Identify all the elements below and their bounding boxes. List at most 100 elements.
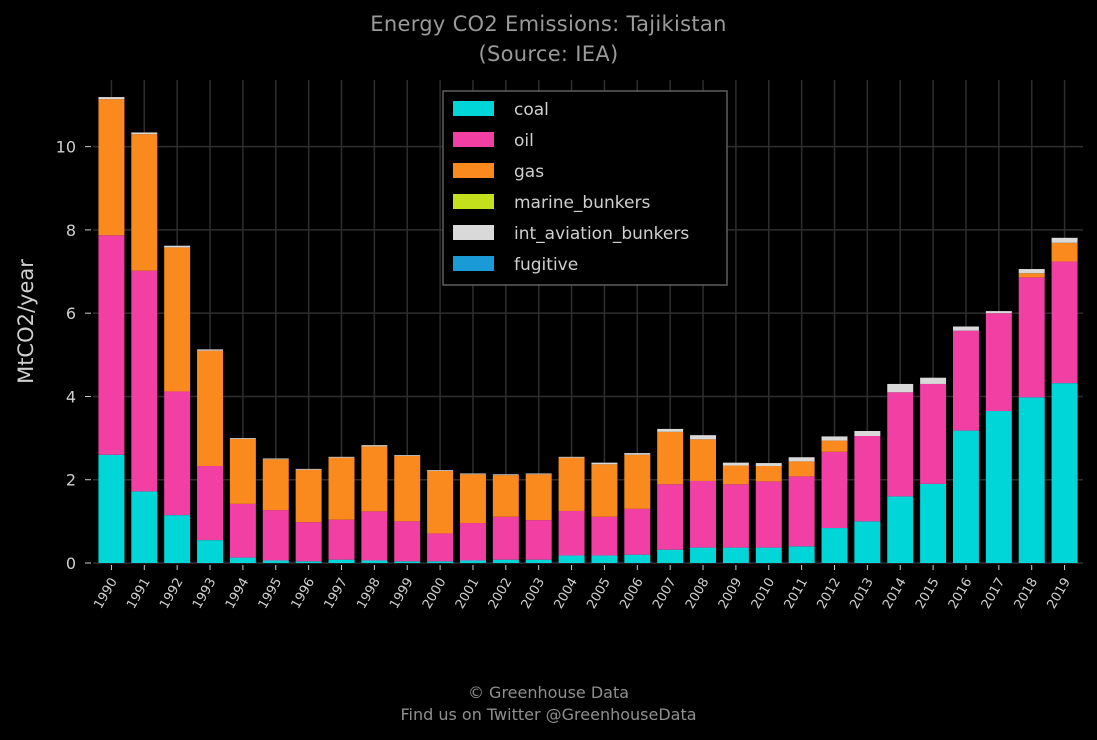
legend-label: oil: [514, 131, 534, 151]
bar-segment-oil: [328, 519, 355, 560]
bar-segment-oil: [131, 270, 158, 492]
bar-segment-gas: [262, 459, 289, 511]
bar-segment-oil: [690, 480, 717, 548]
legend-swatch-marine-bunkers: [453, 194, 494, 209]
legend-swatch-oil: [453, 132, 494, 147]
bar-segment-int-aviation-bunkers: [459, 473, 486, 475]
bar-segment-oil: [624, 508, 651, 555]
bar-segment-int-aviation-bunkers: [952, 326, 979, 331]
y-tick-label: 6: [66, 304, 76, 323]
x-tick-label: 1999: [387, 576, 417, 612]
bar-segment-coal: [98, 454, 125, 563]
bar-segment-coal: [558, 555, 585, 563]
bar-segment-oil: [722, 484, 749, 548]
bar-segment-int-aviation-bunkers: [525, 473, 552, 475]
bar-segment-int-aviation-bunkers: [427, 470, 454, 471]
bar-segment-coal: [657, 549, 684, 563]
bar-segment-int-aviation-bunkers: [755, 463, 782, 466]
bar-segment-coal: [525, 559, 552, 563]
legend-label: coal: [514, 100, 549, 120]
bar-segment-gas: [525, 474, 552, 521]
legend-swatch-int-aviation-bunkers: [453, 225, 494, 240]
x-tick-label: 1994: [223, 576, 253, 612]
x-tick-label: 2008: [683, 576, 713, 612]
bar-segment-int-aviation-bunkers: [920, 377, 947, 384]
bar-segment-coal: [1018, 397, 1045, 563]
bar-segment-oil: [985, 313, 1012, 412]
bar-segment-oil: [164, 391, 191, 516]
legend-label: int_aviation_bunkers: [514, 224, 689, 244]
x-tick-label: 1992: [157, 576, 187, 612]
x-tick-label: 2002: [486, 576, 516, 612]
legend-label: fugitive: [514, 255, 578, 275]
x-tick-label: 2011: [782, 576, 812, 612]
bar-segment-int-aviation-bunkers: [887, 383, 914, 393]
bar-segment-oil: [788, 476, 815, 547]
bar-segment-int-aviation-bunkers: [558, 456, 585, 458]
x-tick-label: 1993: [190, 576, 220, 612]
bar-segment-int-aviation-bunkers: [262, 458, 289, 460]
bar-segment-oil: [755, 481, 782, 548]
x-tick-label: 1997: [321, 576, 351, 612]
bar-segment-int-aviation-bunkers: [492, 474, 519, 476]
bar-segment-oil: [394, 521, 421, 562]
bar-segment-gas: [229, 438, 256, 504]
bar-segment-coal: [295, 561, 322, 563]
y-axis-label: MtCO2/year: [14, 259, 38, 384]
x-tick-label: 2013: [847, 576, 877, 612]
bar-segment-gas: [164, 247, 191, 392]
bar-segment-int-aviation-bunkers: [985, 311, 1012, 314]
bar-segment-int-aviation-bunkers: [98, 97, 125, 100]
y-tick-label: 8: [66, 221, 76, 240]
bar-segment-int-aviation-bunkers: [624, 453, 651, 455]
legend-label: gas: [514, 162, 544, 182]
legend-swatch-coal: [453, 101, 494, 116]
bar-segment-gas: [1018, 273, 1045, 278]
bar-segment-int-aviation-bunkers: [854, 431, 881, 437]
bar-segment-coal: [131, 491, 158, 563]
x-tick-label: 2010: [749, 576, 779, 612]
bar-segment-gas: [295, 469, 322, 523]
x-tick-label: 2019: [1044, 576, 1074, 612]
bar-segment-gas: [427, 470, 454, 534]
bar-segment-oil: [98, 235, 125, 455]
credit-line-2: Find us on Twitter @GreenhouseData: [400, 705, 697, 724]
bar-segment-int-aviation-bunkers: [1051, 237, 1078, 243]
bar-segment-int-aviation-bunkers: [657, 428, 684, 432]
x-tick-label: 1996: [289, 576, 319, 612]
x-tick-label: 2007: [650, 576, 680, 612]
bar-segment-gas: [197, 350, 224, 466]
x-tick-label: 2004: [551, 576, 581, 612]
bar-segment-oil: [657, 484, 684, 550]
bar-segment-coal: [1051, 383, 1078, 563]
bar-segment-oil: [361, 511, 388, 561]
bar-segment-gas: [755, 465, 782, 482]
bar-segment-coal: [952, 430, 979, 563]
bar-segment-gas: [361, 446, 388, 512]
x-tick-label: 2005: [584, 576, 614, 612]
bar-segment-oil: [591, 516, 618, 556]
bar-segment-gas: [591, 464, 618, 517]
bar-segment-int-aviation-bunkers: [164, 245, 191, 248]
legend-swatch-gas: [453, 163, 494, 178]
chart-subtitle: (Source: IEA): [478, 42, 619, 66]
bar-segment-oil: [262, 510, 289, 561]
bar-segment-coal: [262, 560, 289, 563]
bar-segment-coal: [690, 547, 717, 563]
bar-segment-oil: [295, 522, 322, 562]
bar-segment-oil: [887, 392, 914, 497]
bar-segment-coal: [920, 483, 947, 563]
bar-segment-int-aviation-bunkers: [197, 349, 224, 351]
bar-segment-coal: [492, 559, 519, 563]
bar-segment-coal: [854, 521, 881, 563]
bar-segment-coal: [394, 561, 421, 563]
x-tick-label: 2003: [519, 576, 549, 612]
bar-segment-int-aviation-bunkers: [690, 435, 717, 440]
bar-segment-int-aviation-bunkers: [229, 438, 256, 439]
x-tick-label: 2009: [716, 576, 746, 612]
bar-segment-coal: [788, 546, 815, 563]
bar-segment-int-aviation-bunkers: [722, 462, 749, 466]
bar-segment-oil: [197, 465, 224, 541]
bar-segment-oil: [1051, 261, 1078, 384]
